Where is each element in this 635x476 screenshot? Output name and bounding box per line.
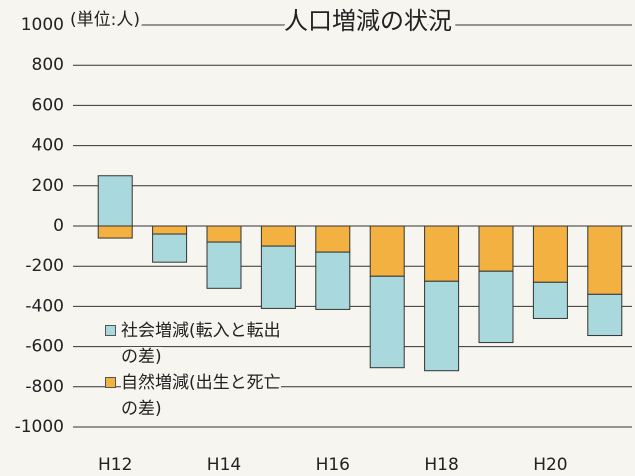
bar xyxy=(369,275,405,369)
y-tick-label: 0 xyxy=(53,216,64,236)
legend-item: 社会増減(転入と転出の差) xyxy=(105,318,291,370)
y-tick-label: 600 xyxy=(32,95,64,115)
legend-label: 社会増減(転入と転出の差) xyxy=(121,321,281,367)
x-tick-label: H16 xyxy=(316,455,350,475)
bar xyxy=(424,280,460,372)
y-tick-label: -1000 xyxy=(15,417,64,437)
bar xyxy=(369,225,405,277)
legend-swatch xyxy=(105,325,116,336)
y-tick-label: 1000 xyxy=(21,15,64,35)
x-tick-label: H18 xyxy=(424,455,458,475)
bar xyxy=(152,233,188,263)
bar xyxy=(532,281,568,319)
y-tick-label: -800 xyxy=(25,377,64,397)
bar xyxy=(587,293,623,337)
y-tick-label: -200 xyxy=(25,256,64,276)
legend: 社会増減(転入と転出の差) 自然増減(出生と死亡の差) xyxy=(105,318,291,422)
unit-label: (単位:人) xyxy=(70,10,140,30)
bar xyxy=(206,241,242,289)
bar xyxy=(260,225,296,247)
legend-item: 自然増減(出生と死亡の差) xyxy=(105,370,291,422)
chart-title: 人口増減の状況 xyxy=(284,7,452,35)
y-tick-label: 400 xyxy=(32,136,64,156)
bar xyxy=(478,225,514,272)
x-tick-label: H12 xyxy=(98,455,132,475)
bar xyxy=(97,175,133,227)
legend-label: 自然増減(出生と死亡の差) xyxy=(121,373,281,419)
x-tick-label: H14 xyxy=(207,455,241,475)
bar xyxy=(478,270,514,344)
bar xyxy=(206,225,242,243)
bar xyxy=(315,225,351,253)
y-tick-label: -600 xyxy=(25,337,64,357)
legend-swatch xyxy=(105,377,116,388)
y-tick-label: 800 xyxy=(32,55,64,75)
bar xyxy=(97,225,133,239)
bar xyxy=(424,225,460,282)
x-tick-label: H20 xyxy=(533,455,567,475)
bar xyxy=(315,251,351,310)
bar xyxy=(152,225,188,235)
bar xyxy=(532,225,568,283)
bar xyxy=(260,245,296,309)
y-tick-label: -400 xyxy=(25,296,64,316)
y-tick-label: 200 xyxy=(32,176,64,196)
bar xyxy=(587,225,623,295)
